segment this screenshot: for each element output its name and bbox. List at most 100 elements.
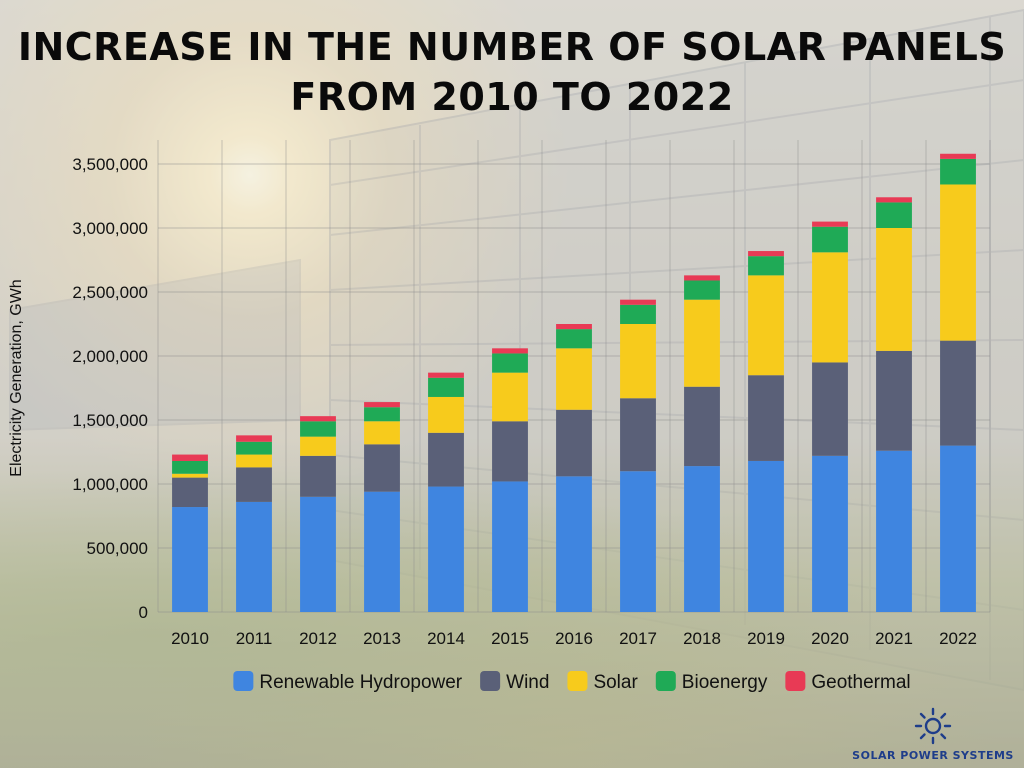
- x-tick-label: 2020: [811, 629, 849, 648]
- bar-renewable-hydropower-2019: [748, 460, 784, 612]
- bar-geothermal-2017: [620, 299, 656, 305]
- bar-bioenergy-2022: [940, 158, 976, 185]
- legend-label-solar: Solar: [593, 672, 638, 693]
- chart-title: INCREASE IN THE NUMBER OF SOLAR PANELS F…: [0, 22, 1024, 122]
- x-tick-label: 2012: [299, 629, 337, 648]
- bar-solar-2016: [556, 348, 592, 410]
- bar-geothermal-2010: [172, 454, 208, 461]
- y-tick-label: 2,000,000: [72, 347, 148, 366]
- bar-bioenergy-2014: [428, 377, 464, 397]
- chart-title-line-2: FROM 2010 TO 2022: [290, 75, 734, 119]
- bar-bioenergy-2017: [620, 304, 656, 324]
- x-tick-label: 2015: [491, 629, 529, 648]
- bar-wind-2016: [556, 409, 592, 477]
- bar-renewable-hydropower-2012: [300, 496, 336, 612]
- y-tick-label: 3,500,000: [72, 155, 148, 174]
- x-tick-label: 2019: [747, 629, 785, 648]
- sun-icon: [914, 707, 952, 745]
- bar-wind-2011: [236, 467, 272, 502]
- bar-wind-2021: [876, 350, 912, 451]
- bar-bioenergy-2020: [812, 226, 848, 253]
- brand-name: SOLAR POWER SYSTEMS: [852, 749, 1014, 762]
- bar-bioenergy-2019: [748, 256, 784, 276]
- bar-renewable-hydropower-2021: [876, 450, 912, 612]
- bar-wind-2019: [748, 375, 784, 461]
- bar-geothermal-2013: [364, 402, 400, 408]
- x-tick-label: 2021: [875, 629, 913, 648]
- x-tick-label: 2017: [619, 629, 657, 648]
- y-tick-label: 500,000: [87, 539, 148, 558]
- x-tick-label: 2013: [363, 629, 401, 648]
- bar-bioenergy-2011: [236, 441, 272, 455]
- bar-geothermal-2011: [236, 435, 272, 442]
- bar-solar-2010: [172, 473, 208, 478]
- bar-geothermal-2018: [684, 275, 720, 281]
- y-tick-label: 1,000,000: [72, 475, 148, 494]
- bar-wind-2018: [684, 386, 720, 467]
- bar-bioenergy-2021: [876, 202, 912, 228]
- bar-solar-2020: [812, 252, 848, 363]
- bar-geothermal-2022: [940, 153, 976, 159]
- bar-renewable-hydropower-2010: [172, 507, 208, 612]
- bar-geothermal-2014: [428, 372, 464, 378]
- legend-swatch-solar: [567, 671, 588, 691]
- bar-wind-2014: [428, 432, 464, 487]
- legend-swatch-wind: [480, 671, 501, 691]
- bar-wind-2022: [940, 340, 976, 446]
- bar-wind-2020: [812, 362, 848, 456]
- bar-solar-2019: [748, 275, 784, 376]
- x-tick-label: 2010: [171, 629, 209, 648]
- bar-renewable-hydropower-2013: [364, 491, 400, 612]
- bar-solar-2021: [876, 228, 912, 351]
- legend-swatch-geothermal: [785, 671, 806, 691]
- bar-solar-2015: [492, 372, 528, 422]
- legend-label-geothermal: Geothermal: [811, 672, 910, 693]
- bar-bioenergy-2012: [300, 421, 336, 437]
- bar-geothermal-2019: [748, 251, 784, 257]
- bar-wind-2015: [492, 421, 528, 482]
- legend-label-bioenergy: Bioenergy: [682, 672, 768, 693]
- x-tick-label: 2016: [555, 629, 593, 648]
- bar-wind-2013: [364, 444, 400, 492]
- bar-geothermal-2021: [876, 197, 912, 203]
- x-tick-label: 2011: [236, 629, 273, 648]
- y-tick-label: 3,000,000: [72, 219, 148, 238]
- bar-bioenergy-2013: [364, 407, 400, 422]
- bar-solar-2018: [684, 299, 720, 387]
- bar-renewable-hydropower-2018: [684, 466, 720, 612]
- x-tick-label: 2014: [427, 629, 465, 648]
- bar-renewable-hydropower-2011: [236, 501, 272, 612]
- bar-renewable-hydropower-2020: [812, 455, 848, 612]
- bar-renewable-hydropower-2022: [940, 445, 976, 612]
- bar-geothermal-2012: [300, 416, 336, 422]
- chart-title-line-1: INCREASE IN THE NUMBER OF SOLAR PANELS: [17, 25, 1007, 69]
- legend-label-renewable-hydropower: Renewable Hydropower: [259, 672, 462, 693]
- bar-solar-2011: [236, 454, 272, 468]
- bar-renewable-hydropower-2015: [492, 481, 528, 612]
- legend-label-wind: Wind: [506, 672, 549, 693]
- bar-solar-2017: [620, 324, 656, 399]
- bar-solar-2022: [940, 184, 976, 341]
- bar-solar-2012: [300, 436, 336, 456]
- y-axis-label: Electricity Generation, GWh: [8, 279, 25, 476]
- legend-swatch-bioenergy: [655, 671, 676, 691]
- bar-renewable-hydropower-2014: [428, 486, 464, 612]
- legend-swatch-renewable-hydropower: [233, 671, 254, 691]
- y-tick-label: 0: [139, 603, 148, 622]
- bar-wind-2017: [620, 398, 656, 472]
- x-tick-label: 2018: [683, 629, 721, 648]
- bar-geothermal-2020: [812, 221, 848, 227]
- y-tick-label: 1,500,000: [72, 411, 148, 430]
- x-tick-label: 2022: [939, 629, 977, 648]
- bar-solar-2014: [428, 396, 464, 433]
- bar-bioenergy-2018: [684, 280, 720, 300]
- bar-solar-2013: [364, 421, 400, 445]
- bar-bioenergy-2016: [556, 329, 592, 349]
- bar-renewable-hydropower-2017: [620, 471, 656, 612]
- bar-wind-2010: [172, 477, 208, 508]
- brand-logo: SOLAR POWER SYSTEMS: [848, 707, 1018, 762]
- y-tick-label: 2,500,000: [72, 283, 148, 302]
- bar-wind-2012: [300, 455, 336, 497]
